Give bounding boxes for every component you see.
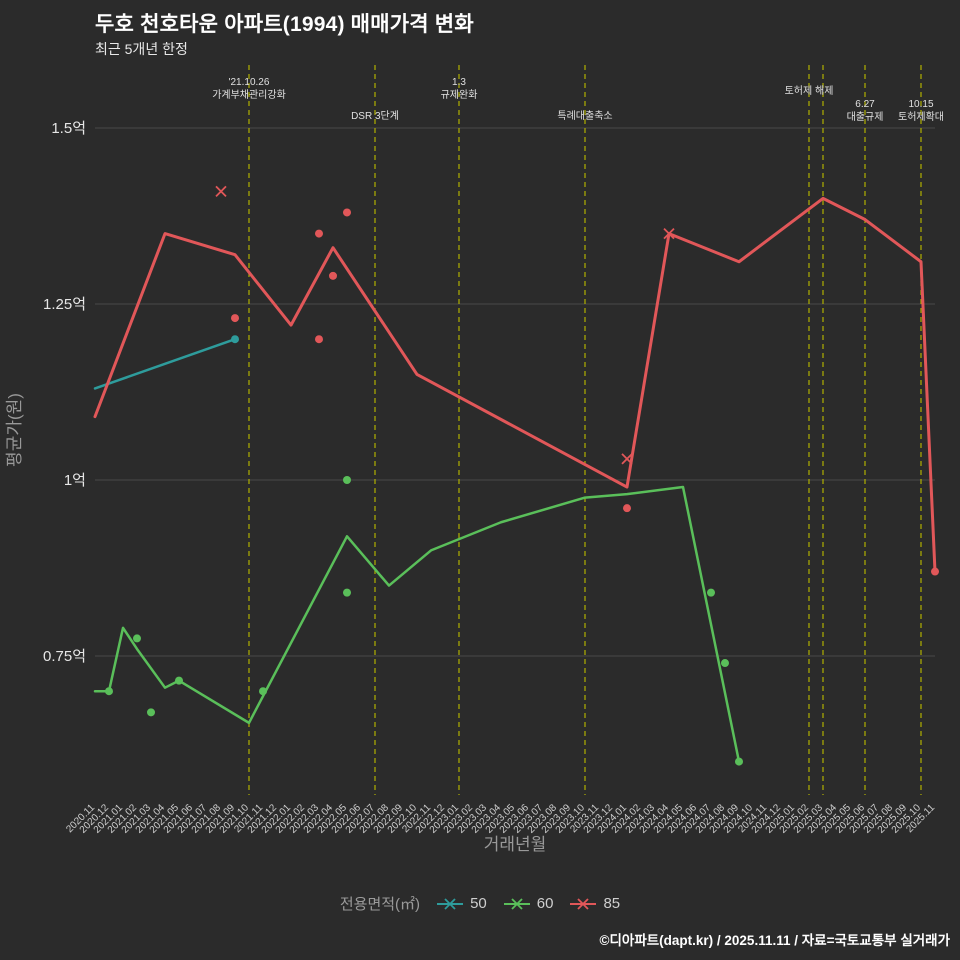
footer-credit: ©디아파트(dapt.kr) / 2025.11.11 / 자료=국토교통부 실… [599,933,950,948]
data-point-85[interactable] [329,271,337,280]
data-point-85[interactable] [231,314,239,323]
y-tick-label: 1억 [64,472,86,489]
data-point-85[interactable] [931,567,939,576]
event-label: DSR 3단계 [351,110,399,122]
data-point-60[interactable] [343,476,351,484]
series-line-50[interactable] [93,337,237,390]
x-axis-title: 거래년월 [484,835,547,854]
event-label: '21.10.26 [229,77,270,88]
legend-marker-icon [437,897,464,910]
data-point-85[interactable] [343,208,351,217]
series-line-85[interactable] [93,196,937,574]
event-label: 토허제확대 [898,111,944,123]
y-tick-label: 0.75억 [43,648,86,665]
data-point-60[interactable] [707,588,715,597]
event-label: 6.27 [855,99,875,110]
chart-title: 두호 천호타운 아파트(1994) 매매가격 변화 [95,13,474,36]
event-label: 규제완화 [441,89,478,101]
legend: 전용면적(㎡) 50 60 85 [0,893,960,914]
y-tick-label: 1.5억 [51,120,86,137]
legend-marker-icon [503,897,530,910]
series-line-60[interactable] [93,485,741,763]
event-label: 가계부채관리강화 [212,89,286,101]
event-label: 토허제 해제 [785,84,834,97]
event-label: 10.15 [908,99,933,110]
legend-label: 85 [603,895,621,912]
x-marker-85[interactable] [621,453,633,465]
x-marker-85[interactable] [215,185,227,197]
data-point-60[interactable] [147,708,155,717]
legend-item-85[interactable]: 85 [569,895,620,912]
data-point-60[interactable] [343,588,351,597]
data-point-60[interactable] [105,687,113,696]
event-label: 1.3 [452,77,466,88]
legend-marker-icon [570,897,597,910]
data-point-60[interactable] [735,757,743,766]
data-point-50[interactable] [231,335,239,344]
legend-item-60[interactable]: 60 [503,895,554,912]
legend-item-list: 50 60 85 [436,895,620,912]
data-point-60[interactable] [259,687,267,696]
event-label: 특례대출축소 [557,110,612,122]
y-tick-label: 1.25억 [43,296,86,313]
legend-title: 전용면적(㎡) [339,896,421,913]
data-point-60[interactable] [721,659,729,668]
data-point-60[interactable] [133,634,141,643]
data-point-85[interactable] [623,504,631,513]
data-point-85[interactable] [315,229,323,238]
data-point-85[interactable] [315,335,323,344]
x-marker-85[interactable] [663,227,675,240]
legend-item-50[interactable]: 50 [436,895,487,912]
legend-label: 50 [470,895,487,912]
legend-label: 60 [536,895,554,912]
y-axis-title: 평균가(원) [5,393,24,467]
chart-subtitle: 최근 5개년 한정 [95,41,188,57]
data-point-60[interactable] [175,676,183,685]
event-label: 대출규제 [847,111,884,123]
